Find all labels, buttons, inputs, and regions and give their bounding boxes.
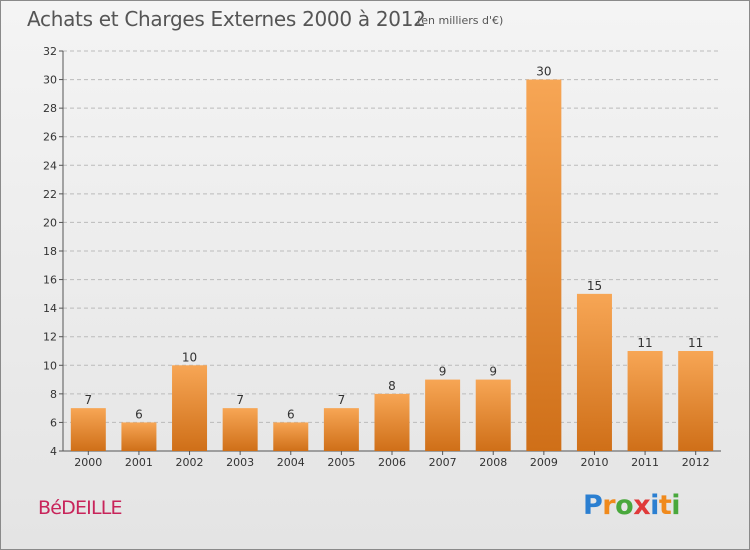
bar-value-label: 10 xyxy=(182,350,197,364)
y-tick-label: 30 xyxy=(43,74,57,87)
bar-2008 xyxy=(475,379,511,451)
y-tick-label: 18 xyxy=(43,245,57,258)
proxiti-logo: Proxiti xyxy=(583,490,681,521)
bar-value-label: 9 xyxy=(489,365,497,379)
y-tick-label: 16 xyxy=(43,274,57,287)
x-tick-label: 2008 xyxy=(479,456,507,469)
bar-2004 xyxy=(273,422,309,451)
bar-2012 xyxy=(678,351,714,451)
x-tick-label: 2010 xyxy=(580,456,608,469)
chart-title: Achats et Charges Externes 2000 à 2012 xyxy=(27,7,426,31)
x-tick-label: 2007 xyxy=(429,456,457,469)
logo-letter: i xyxy=(650,490,659,521)
y-tick-label: 28 xyxy=(43,102,57,115)
bar-2010 xyxy=(576,293,612,451)
bar-2006 xyxy=(374,393,410,451)
bar-2005 xyxy=(323,408,359,451)
x-tick-label: 2006 xyxy=(378,456,406,469)
bar-value-label: 15 xyxy=(587,279,602,293)
y-tick-label: 24 xyxy=(43,159,57,172)
bar-value-label: 11 xyxy=(688,336,703,350)
x-tick-label: 2001 xyxy=(125,456,153,469)
logo-letter: i xyxy=(671,490,681,521)
bar-2001 xyxy=(121,422,157,451)
y-tick-label: 32 xyxy=(43,45,57,58)
bar-2007 xyxy=(425,379,461,451)
bar-value-label: 11 xyxy=(637,336,652,350)
x-tick-label: 2003 xyxy=(226,456,254,469)
bar-value-label: 7 xyxy=(84,393,92,407)
commune-name: BéDEILLE xyxy=(38,497,123,519)
x-tick-label: 2005 xyxy=(327,456,355,469)
y-tick-label: 22 xyxy=(43,188,57,201)
y-tick-label: 6 xyxy=(50,416,57,429)
bar-value-label: 6 xyxy=(287,407,295,421)
bar-2000 xyxy=(70,408,106,451)
bar-2002 xyxy=(172,365,208,451)
x-tick-label: 2012 xyxy=(682,456,710,469)
logo-letter: r xyxy=(602,490,616,521)
x-tick-label: 2002 xyxy=(176,456,204,469)
bar-value-label: 9 xyxy=(439,365,447,379)
y-tick-label: 4 xyxy=(50,445,57,458)
bar-value-label: 6 xyxy=(135,407,143,421)
logo-letter: t xyxy=(658,490,672,521)
y-tick-label: 26 xyxy=(43,131,57,144)
chart-subtitle: (en milliers d'€) xyxy=(417,14,504,27)
x-tick-label: 2011 xyxy=(631,456,659,469)
y-tick-label: 14 xyxy=(43,302,57,315)
bar-2009 xyxy=(526,79,562,452)
logo-letter: o xyxy=(615,490,634,521)
logo-letter: P xyxy=(583,490,603,521)
bar-2003 xyxy=(222,408,258,451)
bar-2011 xyxy=(627,351,663,451)
y-tick-label: 20 xyxy=(43,216,57,229)
bar-value-label: 30 xyxy=(536,65,551,79)
bar-value-label: 7 xyxy=(338,393,346,407)
bar-value-label: 7 xyxy=(236,393,244,407)
grid-lines xyxy=(63,50,721,423)
y-tick-label: 8 xyxy=(50,388,57,401)
y-tick-label: 12 xyxy=(43,331,57,344)
x-tick-label: 2004 xyxy=(277,456,305,469)
bars xyxy=(70,79,714,452)
x-tick-label: 2000 xyxy=(74,456,102,469)
bar-value-label: 8 xyxy=(388,379,396,393)
labels: 4 6 8 10 12 14 16 18 20 22 24 26 28 30 32 7 2000 6 2001 10 2… xyxy=(43,45,710,469)
y-tick-label: 10 xyxy=(43,359,57,372)
x-tick-label: 2009 xyxy=(530,456,558,469)
logo-letter: x xyxy=(633,490,651,521)
